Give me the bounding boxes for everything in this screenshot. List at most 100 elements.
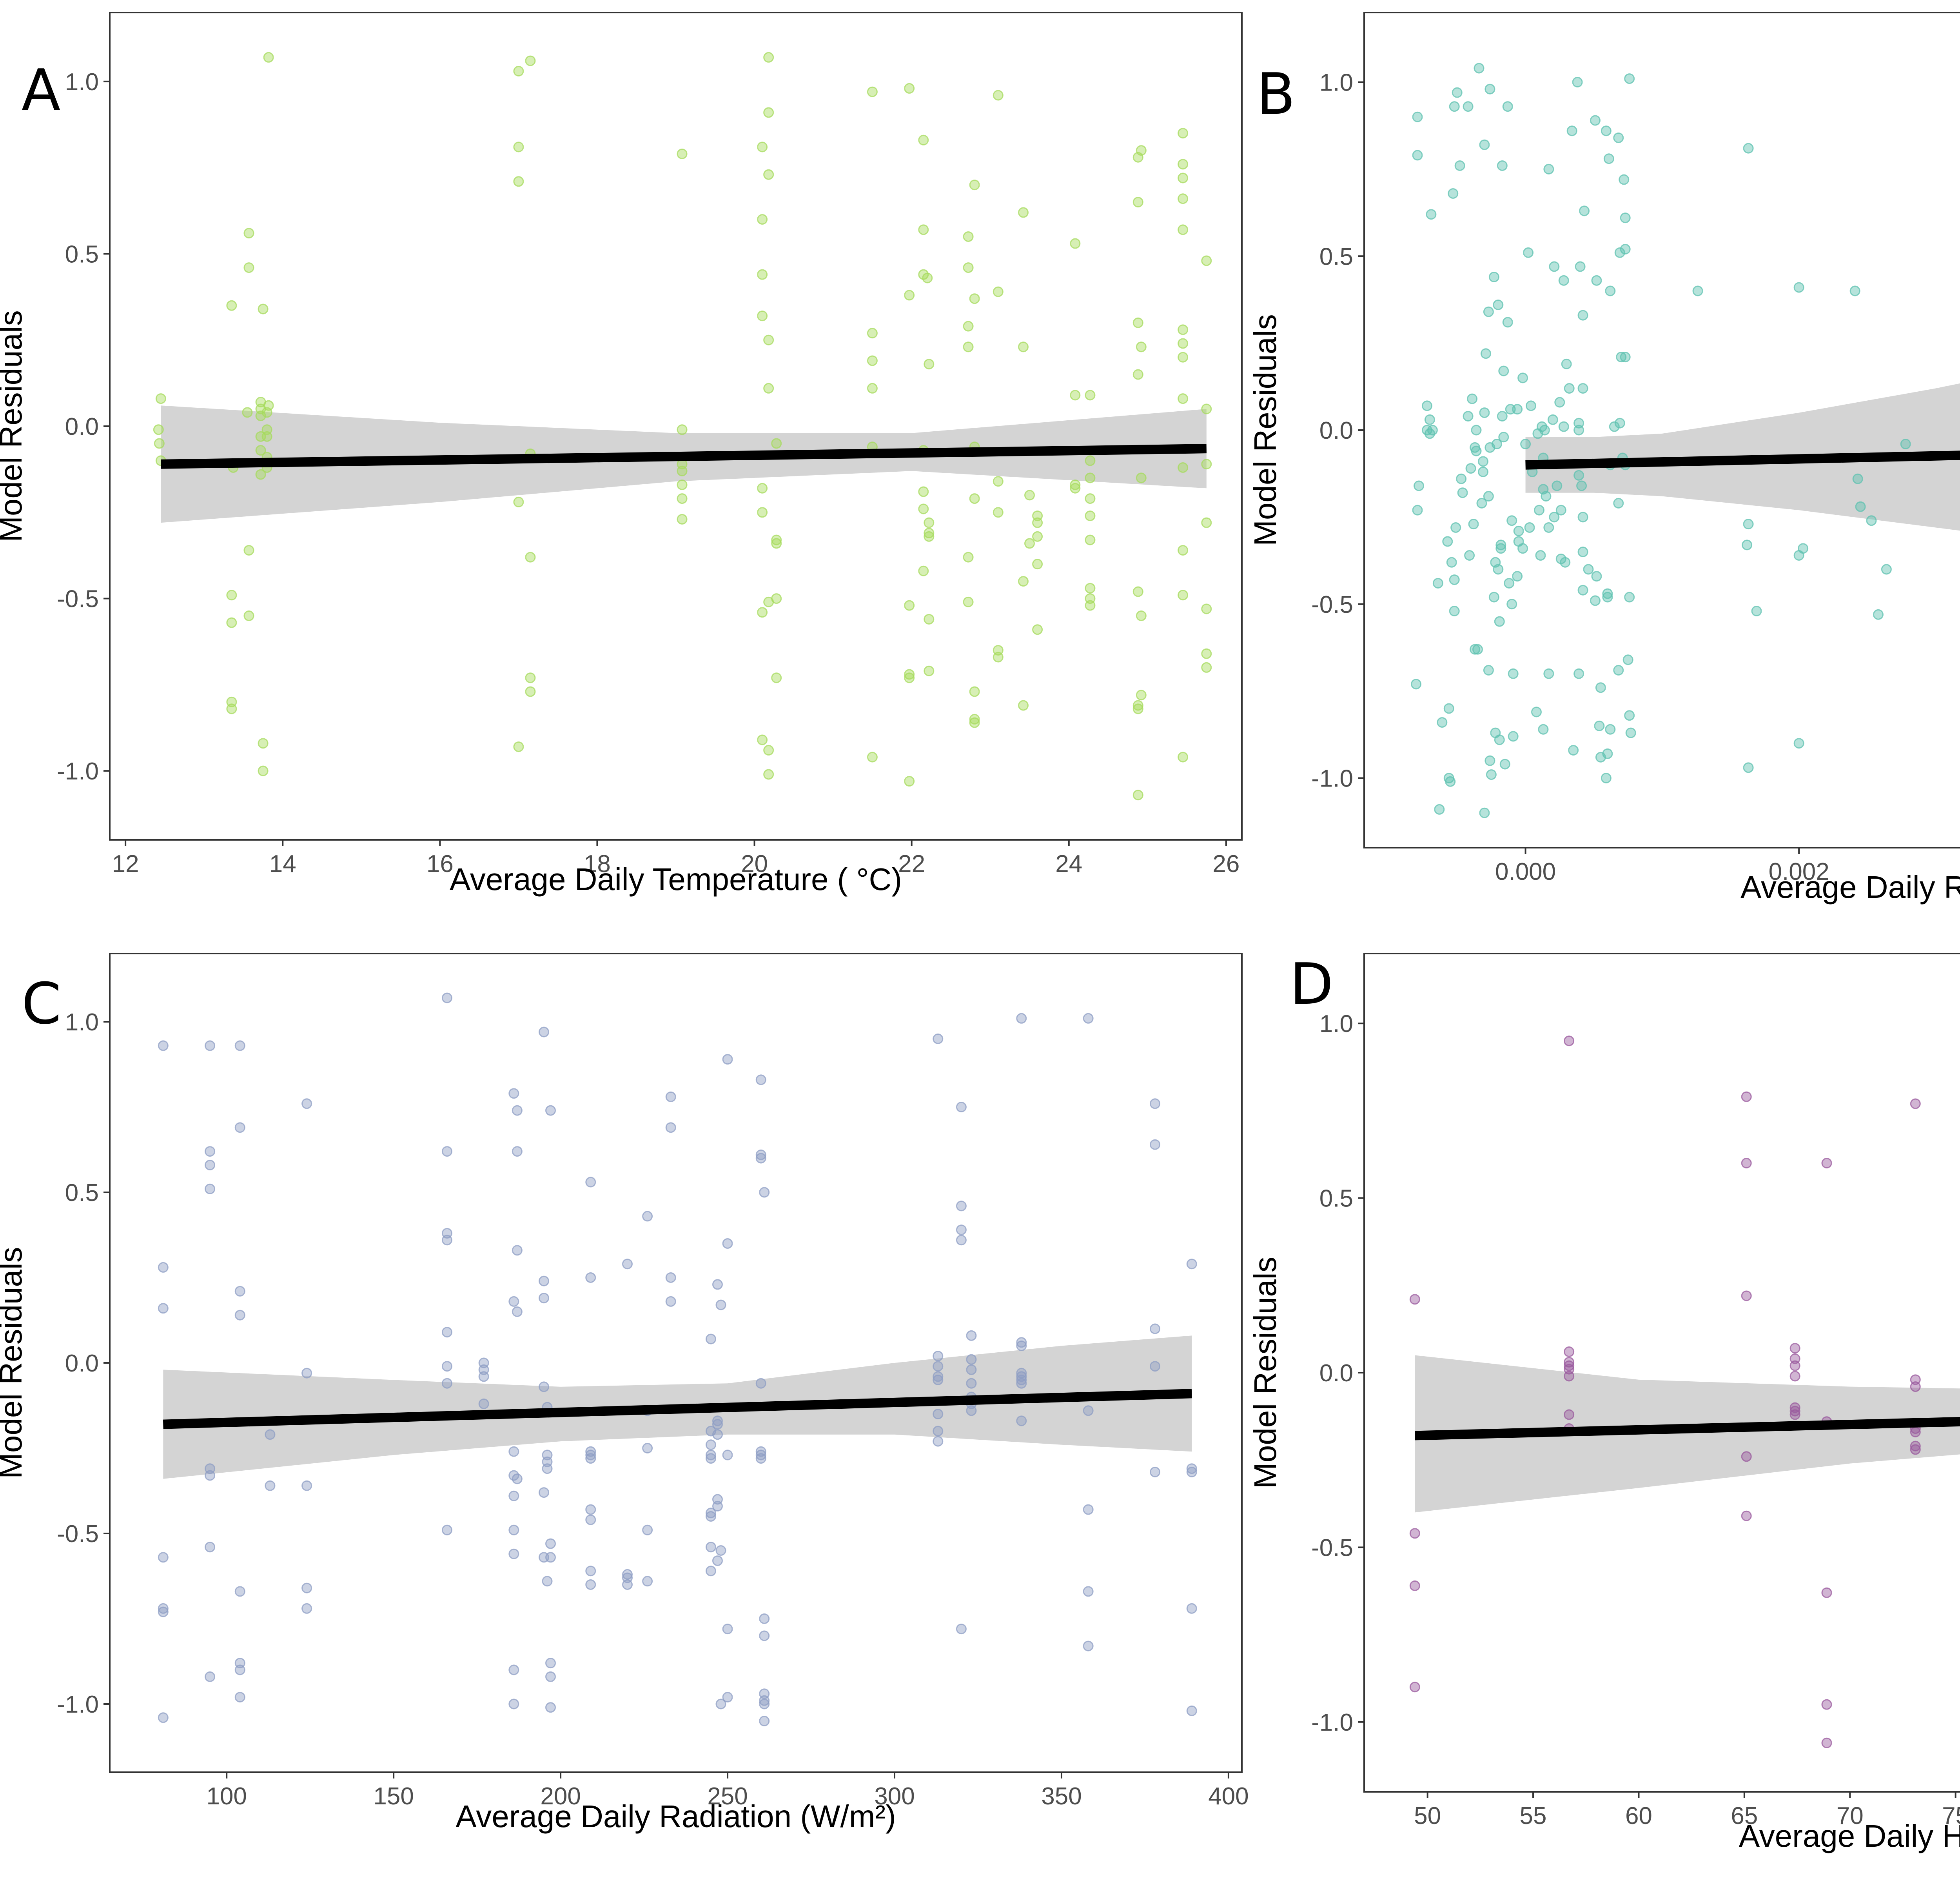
y-tick-label: 0.0: [65, 1350, 99, 1377]
regression-line: [1525, 451, 1960, 470]
x-axis-title: Average Daily Rainfall (cm): [1740, 870, 1960, 905]
data-point: [1561, 358, 1572, 369]
data-point: [956, 1102, 967, 1112]
data-point: [234, 1122, 245, 1133]
data-point: [963, 262, 974, 273]
x-tick-label: 16: [426, 850, 454, 877]
data-point: [1424, 414, 1435, 425]
data-point: [512, 1473, 523, 1484]
data-point: [1566, 125, 1577, 136]
data-point: [513, 142, 524, 153]
data-point: [1789, 1409, 1800, 1420]
data-point: [1508, 668, 1519, 679]
data-point: [1016, 1013, 1027, 1024]
y-tick-label: 1.0: [1319, 1010, 1353, 1037]
data-point: [545, 1105, 556, 1116]
data-point: [234, 1664, 245, 1675]
data-point: [1513, 525, 1524, 536]
data-point: [763, 169, 774, 180]
panel-letter: A: [22, 57, 60, 124]
data-point: [712, 1415, 723, 1426]
data-point: [712, 1429, 723, 1440]
data-point: [642, 1211, 653, 1222]
data-point: [585, 1450, 596, 1461]
y-axis-title: Model Residuals: [0, 1247, 28, 1479]
data-point: [969, 717, 980, 728]
data-point: [1479, 807, 1490, 818]
data-point: [158, 1603, 169, 1614]
data-point: [545, 1658, 556, 1669]
data-point: [441, 1361, 452, 1372]
y-axis-title: Model Residuals: [0, 310, 28, 542]
y-tick-label: -1.0: [1311, 1709, 1353, 1736]
data-point: [1793, 738, 1804, 749]
data-point: [1150, 1323, 1161, 1334]
data-point: [993, 652, 1004, 663]
data-point: [1454, 160, 1465, 171]
data-point: [1085, 493, 1096, 504]
data-point: [1449, 606, 1460, 616]
data-point: [1789, 1406, 1800, 1417]
data-point: [966, 1354, 977, 1365]
x-tick-label: 70: [1837, 1802, 1864, 1829]
data-point: [757, 214, 768, 225]
data-point: [933, 1371, 944, 1382]
data-point: [757, 607, 768, 618]
x-tick-label: 100: [206, 1783, 247, 1810]
data-point: [205, 1470, 216, 1481]
x-tick-label: 60: [1625, 1802, 1652, 1829]
data-point: [1502, 317, 1513, 328]
data-point: [301, 1603, 312, 1614]
data-point: [1502, 101, 1513, 112]
data-point: [226, 590, 237, 601]
x-tick-label: 20: [741, 850, 768, 877]
data-point: [757, 142, 768, 153]
data-point: [969, 686, 980, 697]
data-point: [538, 1026, 549, 1037]
data-point: [1409, 1528, 1420, 1539]
data-point: [924, 665, 935, 676]
x-tick-label: 200: [540, 1783, 581, 1810]
data-point: [538, 1487, 549, 1498]
data-point: [1821, 1587, 1832, 1598]
data-point: [258, 765, 269, 776]
data-point: [205, 1542, 216, 1553]
data-point: [1024, 490, 1035, 501]
data-point: [1434, 804, 1445, 815]
data-point: [1577, 585, 1588, 596]
data-point: [1543, 668, 1554, 679]
data-point: [1535, 550, 1546, 561]
data-point: [1549, 512, 1560, 523]
x-tick-label: 75: [1942, 1802, 1960, 1829]
data-point: [1506, 515, 1517, 526]
data-point: [1456, 473, 1467, 484]
y-tick-label: 0.5: [1319, 1185, 1353, 1212]
data-point: [542, 1463, 553, 1474]
data-point: [1554, 397, 1565, 408]
data-point: [1534, 505, 1544, 516]
x-tick-label: 50: [1414, 1802, 1441, 1829]
data-point: [441, 1524, 452, 1535]
data-point: [1555, 505, 1566, 516]
data-point: [1601, 125, 1612, 136]
data-point: [1472, 644, 1483, 655]
data-point: [1136, 472, 1147, 483]
x-tick-label: 400: [1208, 1783, 1249, 1810]
data-point: [1741, 1510, 1752, 1521]
data-point: [1016, 1337, 1027, 1348]
data-point: [1573, 425, 1584, 436]
data-point: [1881, 564, 1892, 575]
data-point: [867, 752, 878, 763]
data-point: [261, 431, 272, 442]
data-point: [1178, 324, 1189, 335]
data-point: [755, 1450, 766, 1461]
data-point: [1468, 519, 1479, 530]
data-point: [1083, 1405, 1094, 1416]
data-point: [263, 52, 274, 63]
data-point: [1024, 538, 1035, 549]
y-tick-label: 0.0: [1319, 1360, 1353, 1387]
data-point: [1743, 519, 1754, 530]
points: [153, 52, 1212, 801]
data-point: [1136, 342, 1147, 352]
